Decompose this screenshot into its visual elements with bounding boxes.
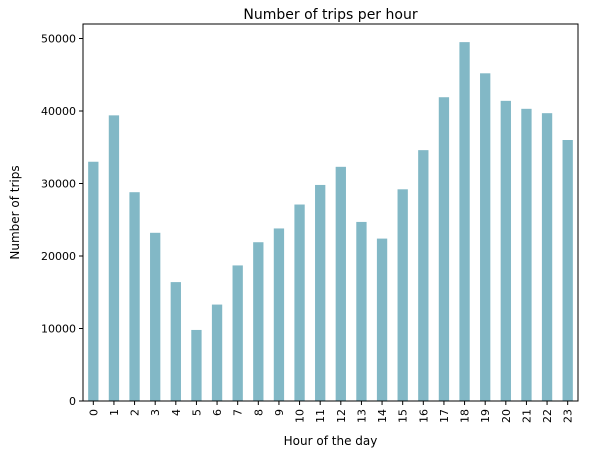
x-tick-label: 16 bbox=[417, 409, 430, 423]
bar-hour-0 bbox=[88, 161, 99, 401]
x-tick-label: 5 bbox=[190, 409, 203, 416]
y-axis-label: Number of trips bbox=[8, 165, 22, 259]
bar-hour-8 bbox=[253, 242, 264, 401]
x-tick-label: 1 bbox=[108, 409, 121, 416]
chart-title: Number of trips per hour bbox=[243, 7, 417, 23]
x-tick-label: 0 bbox=[87, 409, 100, 416]
bar-hour-13 bbox=[356, 221, 367, 401]
bar-hour-2 bbox=[129, 192, 140, 401]
bar-hour-9 bbox=[273, 228, 285, 401]
y-tick-label: 10000 bbox=[41, 323, 76, 336]
bar-hour-17 bbox=[438, 97, 450, 401]
bar-hour-3 bbox=[150, 232, 161, 401]
x-tick-label: 21 bbox=[520, 409, 533, 423]
x-axis-label: Hour of the day bbox=[284, 434, 378, 448]
bar-hour-5 bbox=[191, 329, 202, 401]
y-tick-label: 0 bbox=[69, 395, 76, 408]
bar-hour-11 bbox=[315, 184, 326, 401]
bar-hour-20 bbox=[500, 100, 511, 401]
x-tick-label: 7 bbox=[232, 409, 245, 416]
x-axis-ticks: 0 1 2 3 4 5 6 7 8 9 10 11 12 13 14 15 16 17 18 19 20 21 22 23 bbox=[87, 401, 575, 423]
bar-hour-4 bbox=[170, 282, 181, 401]
x-tick-label: 9 bbox=[273, 409, 286, 416]
x-tick-label: 14 bbox=[376, 409, 389, 423]
bar-hour-10 bbox=[294, 204, 305, 401]
x-tick-label: 2 bbox=[129, 409, 142, 416]
bars-group bbox=[88, 42, 573, 402]
x-tick-label: 18 bbox=[459, 409, 472, 423]
x-tick-label: 8 bbox=[252, 409, 265, 416]
x-tick-label: 13 bbox=[355, 409, 368, 423]
x-tick-label: 19 bbox=[479, 409, 492, 423]
y-tick-label: 50000 bbox=[41, 33, 76, 46]
bar-hour-15 bbox=[397, 189, 408, 401]
x-tick-label: 20 bbox=[500, 409, 513, 423]
y-tick-label: 20000 bbox=[41, 250, 76, 263]
x-tick-label: 17 bbox=[438, 409, 451, 423]
bar-hour-6 bbox=[211, 304, 223, 401]
x-tick-label: 4 bbox=[170, 409, 183, 416]
y-tick-label: 30000 bbox=[41, 178, 76, 191]
plot-frame bbox=[82, 23, 579, 402]
bar-hour-18 bbox=[459, 42, 470, 401]
bar-hour-16 bbox=[418, 150, 429, 401]
bar-hour-19 bbox=[480, 73, 491, 402]
x-tick-label: 6 bbox=[211, 409, 224, 416]
y-tick-label: 40000 bbox=[41, 105, 76, 118]
bar-hour-23 bbox=[562, 140, 573, 401]
x-tick-label: 23 bbox=[562, 409, 575, 423]
bar-hour-7 bbox=[232, 265, 243, 401]
x-tick-label: 22 bbox=[541, 409, 554, 423]
x-tick-label: 11 bbox=[314, 409, 327, 423]
bar-hour-14 bbox=[376, 238, 388, 401]
x-tick-label: 15 bbox=[397, 409, 410, 423]
bar-hour-1 bbox=[108, 115, 120, 401]
bar-hour-21 bbox=[521, 108, 532, 401]
bar-hour-12 bbox=[335, 166, 346, 401]
x-tick-label: 10 bbox=[294, 409, 307, 423]
y-axis-ticks: 0 10000 20000 30000 40000 50000 bbox=[41, 33, 83, 408]
x-tick-label: 12 bbox=[335, 409, 348, 423]
x-tick-label: 3 bbox=[149, 409, 162, 416]
bar-hour-22 bbox=[541, 113, 553, 402]
